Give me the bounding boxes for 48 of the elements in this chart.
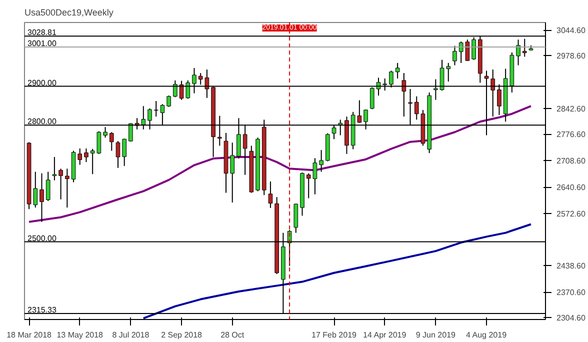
candlestick — [294, 203, 298, 234]
line-series — [28, 105, 532, 223]
y-tick-label: 2438.60 — [556, 262, 586, 271]
ref-line-label: 3001.00 — [28, 38, 57, 48]
y-tick-label: 3044.60 — [556, 26, 586, 36]
ref-line-label: 2500.00 — [28, 234, 57, 243]
ref-line-label: 2800.00 — [28, 117, 57, 126]
y-tick-label: 2776.60 — [556, 130, 586, 140]
candlestick — [116, 140, 120, 168]
candlestick — [166, 95, 171, 108]
candlestick — [40, 172, 44, 222]
candlestick — [522, 38, 527, 58]
candlestick — [78, 148, 82, 166]
x-tick-label: 28 Oct — [220, 330, 245, 340]
candlestick — [58, 168, 63, 200]
x-tick-label: 2 Sep 2018 — [161, 330, 203, 340]
line-series — [142, 223, 532, 320]
x-tick-label: 8 Jul 2018 — [112, 330, 150, 340]
ref-line-label: 2900.00 — [28, 78, 57, 88]
y-tick-label: 2370.60 — [556, 288, 586, 298]
ref-line-label: 3028.81 — [28, 28, 57, 38]
y-tick-label: 2708.60 — [556, 156, 586, 166]
x-tick-label: 4 Aug 2019 — [466, 330, 508, 340]
y-tick-label: 2304.60 — [556, 314, 586, 323]
x-tick-label: 13 May 2018 — [56, 330, 104, 340]
candlestick — [516, 39, 520, 66]
ref-line-label: 2315.33 — [28, 306, 57, 315]
y-tick-label: 2572.60 — [556, 210, 586, 219]
y-tick-label: 2978.60 — [556, 52, 586, 61]
y-tick-label: 2640.60 — [556, 183, 586, 192]
candlestick — [230, 142, 235, 203]
x-tick-label: 9 Jun 2019 — [416, 330, 456, 340]
candlestick — [395, 62, 400, 79]
candlestick — [268, 180, 273, 208]
x-tick-label: 17 Feb 2019 — [312, 330, 358, 340]
x-tick-label: 14 Apr 2019 — [363, 330, 407, 340]
candlestick — [414, 96, 419, 120]
candlestick — [122, 138, 126, 166]
candlestick — [84, 148, 88, 163]
candlestick — [109, 132, 114, 152]
y-tick-label: 2842.60 — [556, 104, 586, 114]
candlestick — [452, 45, 457, 66]
x-tick-label: 18 Mar 2018 — [6, 330, 52, 340]
candlestick — [65, 168, 70, 208]
candlestick — [52, 156, 57, 181]
candlestick — [46, 171, 50, 202]
chart-title: Usa500Dec19,Weekly — [24, 8, 114, 18]
candlestick — [319, 150, 324, 172]
